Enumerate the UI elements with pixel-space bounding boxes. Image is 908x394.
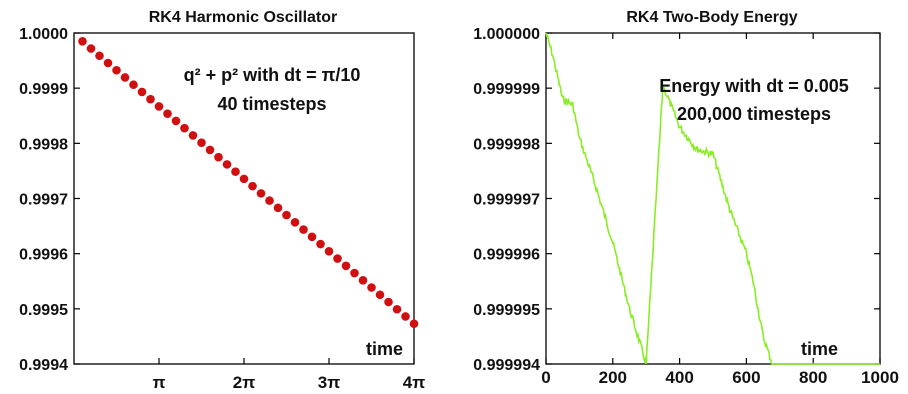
- chart-left-data-point: [78, 36, 87, 46]
- chart-left-x-tick-label: π: [152, 373, 165, 392]
- chart-left-data-point: [256, 189, 266, 198]
- chart-left-data-point: [171, 116, 181, 126]
- chart-left-data-point: [409, 319, 419, 329]
- chart-right-x-axis: 0 200 400 600 800 1000: [541, 33, 899, 387]
- chart-left-y-tick-label: 0.9994: [19, 357, 68, 374]
- chart-left-data-point: [273, 203, 283, 213]
- chart-left-data-point: [324, 247, 334, 256]
- chart-left-data-point: [316, 239, 325, 249]
- chart-left-x-tick-label: 2π: [233, 373, 255, 392]
- chart-right-y-tick-label: 0.999996: [473, 247, 540, 264]
- chart-left-data-point: [154, 102, 164, 111]
- chart-right-y-tick-label: 0.999998: [473, 136, 540, 153]
- chart-right-y-tick-label: 1.000000: [473, 26, 540, 43]
- chart-right-x-tick-label: 400: [665, 368, 693, 387]
- chart-left-data-point: [112, 65, 121, 75]
- chart-left-data-point: [282, 210, 291, 220]
- chart-right-y-tick-label: 0.999999: [473, 81, 540, 98]
- chart-left-data-point: [146, 94, 155, 104]
- chart-left-data-point: [222, 160, 232, 169]
- chart-left-data-point: [188, 131, 198, 140]
- chart-right-annotation-line2: 200,000 timesteps: [677, 104, 831, 124]
- chart-right-x-tick-label: 200: [599, 368, 627, 387]
- chart-left-x-tick-label: 3π: [318, 373, 340, 392]
- chart-left-data-point: [401, 312, 410, 321]
- chart-left-data-point: [239, 174, 249, 184]
- chart-right-y-tick-label: 0.999995: [473, 302, 540, 319]
- chart-left-data-point: [384, 297, 393, 307]
- chart-left-x-axis: π 2π 3π 4π: [152, 358, 425, 392]
- chart-right-x-tick-label: 0: [541, 368, 550, 387]
- chart-right-y-tick-label: 0.999994: [473, 357, 540, 374]
- chart-left-data-point: [120, 73, 130, 82]
- chart-left-data-point: [129, 80, 138, 90]
- chart-left-data-point: [103, 58, 113, 68]
- chart-right-x-tick-label: 1000: [861, 368, 899, 387]
- chart-left-data-point: [358, 275, 368, 285]
- chart-left-data-point: [86, 44, 96, 53]
- chart-right-x-tick-label: 800: [799, 368, 827, 387]
- chart-left-x-tick-label: 4π: [403, 373, 425, 392]
- chart-left-y-tick-label: 0.9995: [19, 302, 68, 319]
- chart-left-data-point: [333, 254, 342, 263]
- chart-left-data-point: [214, 152, 223, 162]
- chart-left-data-point: [290, 218, 300, 227]
- chart-left-y-tick-label: 0.9996: [19, 247, 68, 264]
- chart-left-data-point: [231, 167, 240, 176]
- chart-left-series: [78, 36, 419, 329]
- chart-left-y-tick-label: 1.0000: [19, 26, 68, 43]
- chart-left-annotation-line2: 40 timesteps: [217, 94, 326, 114]
- chart-left-y-tick-label: 0.9999: [19, 81, 68, 98]
- chart-left-x-label: time: [366, 339, 403, 359]
- chart-left-data-point: [180, 123, 189, 133]
- chart-left-data-point: [248, 181, 257, 191]
- chart-left-data-point: [307, 232, 317, 242]
- chart-left-data-point: [137, 87, 147, 97]
- chart-left-data-point: [392, 304, 402, 314]
- chart-left-title: RK4 Harmonic Oscillator: [149, 9, 338, 26]
- chart-left-data-point: [197, 138, 206, 147]
- chart-left-data-point: [205, 145, 215, 155]
- chart-left-annotation-line1: q² + p² with dt = π/10: [184, 65, 361, 85]
- chart-left-data-point: [350, 268, 359, 278]
- chart-left-data-point: [163, 109, 172, 118]
- chart-left-y-axis: 0.9994 0.9995 0.9996 0.9997 0.9998 0.9999 1.00…: [19, 26, 80, 374]
- chart-right: RK4 Two-Body Energy 0.9999940.9999950.99…: [473, 9, 899, 387]
- chart-right-energy-line: [545, 32, 880, 365]
- chart-right-x-label: time: [801, 339, 838, 359]
- chart-left-data-point: [341, 261, 351, 271]
- chart-left-data-point: [299, 225, 308, 234]
- chart-left-data-point: [265, 196, 274, 205]
- chart-left-data-point: [375, 290, 385, 300]
- chart-right-x-tick-label: 600: [732, 368, 760, 387]
- chart-right-y-tick-label: 0.999997: [473, 192, 540, 209]
- chart-right-y-axis: 0.999994 0.999995 0.999996 0.999997 0.999998…: [473, 26, 880, 374]
- chart-right-title: RK4 Two-Body Energy: [626, 9, 797, 26]
- chart-left-y-tick-label: 0.9997: [19, 192, 68, 209]
- chart-right-annotation-line1: Energy with dt = 0.005: [659, 76, 849, 96]
- chart-left-data-point: [95, 51, 104, 61]
- chart-left-data-point: [367, 283, 376, 292]
- chart-left-y-tick-label: 0.9998: [19, 136, 68, 153]
- chart-left: RK4 Harmonic Oscillator 0.99940.99950.99…: [19, 9, 425, 392]
- chart-right-series: [545, 32, 880, 365]
